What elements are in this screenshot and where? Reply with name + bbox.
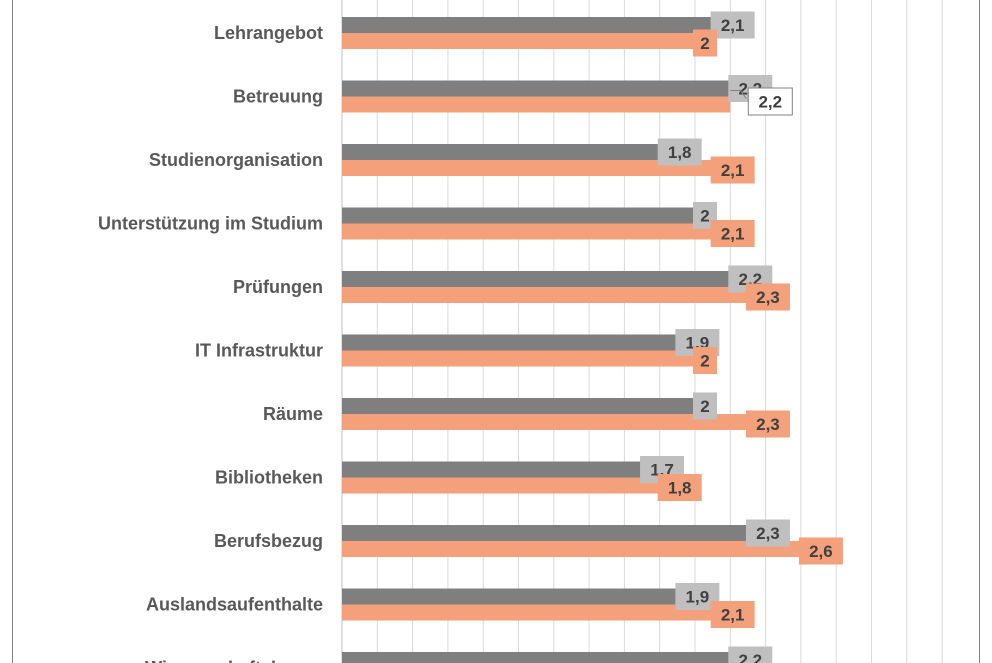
data-label-series-2-box (798, 537, 843, 565)
bar-series-1 (342, 525, 748, 541)
category-label: Unterstützung im Studium (98, 214, 323, 234)
data-label-series-2-group: 2 (693, 29, 717, 57)
data-label-series-2-group: 1,8 (657, 474, 702, 501)
bar-series-2 (342, 160, 713, 176)
data-label-series-1: 1,8 (668, 143, 692, 162)
category-label: Wissenschaftsbezug (145, 658, 323, 663)
bar-series-1 (342, 144, 660, 160)
data-label-series-1: 2,1 (721, 16, 745, 35)
data-label-series-1-box (710, 11, 755, 39)
bar-series-1 (342, 652, 731, 663)
data-label-series-1-box (693, 392, 717, 420)
data-label-series-2-group: 2,1 (710, 601, 755, 628)
data-label-series-2-box (745, 283, 790, 311)
data-label-series-2-box (693, 347, 717, 374)
data-label-series-1-group: 2,3 (745, 519, 790, 547)
bar-series-1 (342, 588, 678, 605)
bar-series-1 (342, 271, 731, 287)
bar-series-2 (342, 477, 660, 494)
category-label: IT Infrastruktur (195, 341, 323, 361)
bar-series-1 (342, 207, 695, 224)
category-label: Bibliotheken (215, 468, 323, 488)
data-label-series-2: 1,8 (668, 479, 692, 498)
data-label-series-2-box (710, 220, 755, 247)
bar-series-1 (342, 398, 695, 414)
data-label-series-1: 2,2 (738, 651, 762, 663)
category-label: Lehrangebot (214, 23, 323, 43)
category-label: Berufsbezug (214, 531, 323, 551)
data-label-series-2-group: 2,1 (710, 156, 755, 184)
data-label-series-2-box (710, 156, 755, 184)
bar-series-2 (342, 541, 801, 557)
bar-series-2 (342, 33, 695, 49)
callout-data-label: 2,2 (758, 93, 782, 112)
data-label-series-2: 2,6 (809, 542, 833, 561)
category-label: Prüfungen (233, 277, 323, 297)
data-label-series-2: 2 (700, 34, 709, 53)
data-label-series-1-group: 1,8 (657, 138, 702, 166)
data-label-series-2-box (693, 29, 717, 57)
data-label-series-1: 2,3 (756, 524, 780, 543)
category-label: Betreuung (233, 87, 323, 107)
bar-series-2 (342, 350, 695, 367)
data-label-series-1-box (657, 138, 702, 166)
bar-series-1 (342, 80, 731, 97)
data-label-series-2-group: 2,1 (710, 220, 755, 247)
data-label-series-2: 2,1 (721, 225, 745, 244)
data-label-series-1-box (745, 519, 790, 547)
data-label-series-1: 1,9 (686, 588, 710, 607)
bar-series-1 (342, 461, 643, 478)
data-label-series-2-group: 2,3 (745, 283, 790, 311)
bar-series-2 (342, 414, 748, 430)
chart-frame: 2,122,21,82,122,12,22,31,9222,31,71,82,3… (12, 0, 980, 663)
data-label-series-2-box (657, 474, 702, 501)
data-label-series-2: 2,3 (756, 415, 780, 434)
bar-series-1 (342, 17, 713, 33)
category-label: Auslandsaufenthalte (146, 595, 323, 615)
category-label: Studienorganisation (149, 150, 323, 170)
callout-data-label-group: 2,2 (747, 87, 793, 116)
data-label-series-2-group: 2 (693, 347, 717, 374)
data-label-series-1-group: 2,1 (710, 11, 755, 39)
data-label-series-2: 2,1 (721, 606, 745, 625)
bar-series-2 (342, 96, 731, 113)
data-label-series-2: 2 (700, 352, 709, 371)
bar-chart: 2,122,21,82,122,12,22,31,9222,31,71,82,3… (98, 0, 943, 663)
data-label-series-2-group: 2,6 (798, 537, 843, 565)
bar-series-2 (342, 287, 748, 303)
callout-leader-line (730, 90, 747, 99)
data-label-series-2: 2,3 (756, 288, 780, 307)
bar-series-2 (342, 604, 713, 621)
data-label-series-1: 2 (700, 207, 709, 226)
data-label-series-1: 2 (700, 397, 709, 416)
data-label-series-2-box (710, 601, 755, 628)
callout-data-label-box (747, 87, 793, 116)
data-label-series-1-group: 2 (693, 392, 717, 420)
data-label-series-1-box (728, 646, 773, 663)
category-label: Räume (263, 404, 323, 424)
data-label-series-2: 2,1 (721, 161, 745, 180)
data-label-series-2-box (745, 410, 790, 438)
bar-series-2 (342, 223, 713, 240)
bar-series-1 (342, 334, 678, 351)
data-label-series-2-group: 2,3 (745, 410, 790, 438)
data-label-series-1-group: 2,2 (728, 646, 773, 663)
